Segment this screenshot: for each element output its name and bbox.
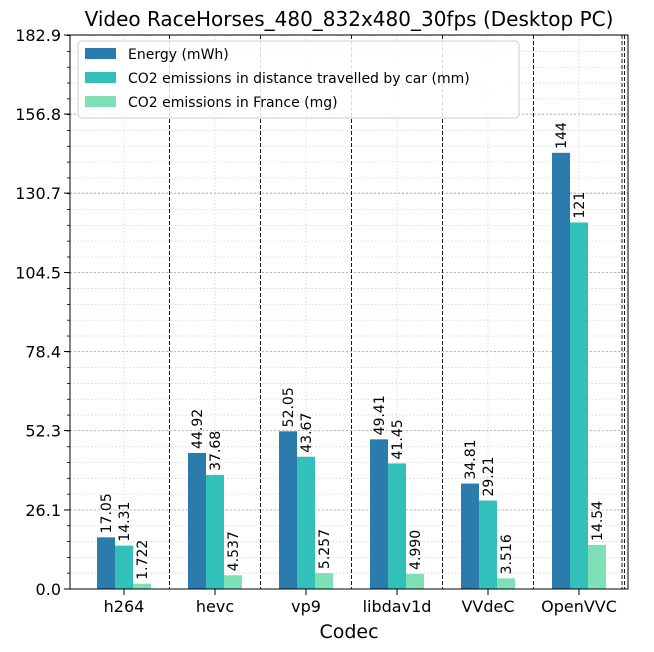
x-tick-label: VVdeC [461,597,514,616]
category-separators [169,35,625,589]
plot-frame [69,34,629,590]
bar [588,544,606,589]
bar [224,575,242,589]
legend: Energy (mWh) CO2 emissions in distance tr… [77,40,520,119]
data-label: 14.31 [117,502,133,542]
bar [115,545,133,589]
bar [206,474,224,589]
y-tick-label: 182.9 [15,26,61,45]
bar [370,439,388,589]
data-label: 29.21 [481,456,497,496]
data-label: 41.45 [390,419,406,459]
axes: 0.0 26.1 52.3 78.4 104.5 130.7 156.8 182.9 h264 h… [15,26,617,616]
data-labels: 17.05 44.92 52.05 49.41 34.81 144 14.31 37.68 43… [99,122,606,580]
legend-swatch [85,48,116,59]
bar [388,463,406,589]
y-tick-label: 78.4 [25,343,61,362]
bar [133,583,151,589]
legend-entry: Energy (mWh) [128,47,229,63]
x-axis-label: Codec [319,621,378,643]
legend-entry: CO2 emissions in distance travelled by c… [128,71,470,87]
data-label: 49.41 [372,395,388,435]
data-label: 5.257 [317,529,333,569]
y-tick-label: 130.7 [15,184,61,203]
bar [570,222,588,589]
data-label: 34.81 [463,439,479,479]
x-tick-label: hevc [196,597,234,616]
x-tick-label: vp9 [291,597,321,616]
data-label: 14.54 [590,501,606,541]
data-label: 1.722 [135,540,151,580]
bar [461,483,479,589]
bar [315,573,333,589]
bar [497,578,515,589]
bar [479,500,497,589]
data-label: 52.05 [281,387,297,427]
y-tick-label: 104.5 [15,263,61,282]
bar [552,152,570,590]
x-tick-label: libdav1d [363,597,432,616]
y-tick-label: 52.3 [25,422,61,441]
data-label: 44.92 [190,409,206,449]
legend-swatch [85,72,116,83]
bars [97,152,606,590]
data-label: 121 [572,192,588,219]
bar [188,452,206,589]
y-tick-label: 0.0 [36,580,61,599]
data-label: 3.516 [499,534,515,574]
data-label: 43.67 [299,413,315,453]
bar [297,456,315,589]
bar [406,573,424,589]
bar [97,537,115,589]
x-tick-label: OpenVVC [541,597,617,616]
legend-swatch [85,96,116,107]
x-tick-label: h264 [104,597,145,616]
legend-box [77,40,520,119]
data-label: 144 [554,122,570,149]
y-tick-label: 26.1 [25,501,61,520]
y-tick-label: 156.8 [15,105,61,124]
data-label: 4.537 [226,531,242,571]
bar [279,431,297,589]
data-label: 17.05 [99,493,115,533]
data-label: 37.68 [208,431,224,471]
chart-title: Video RaceHorses_480_832x480_30fps (Desk… [85,7,614,31]
data-label: 4.990 [408,530,424,570]
legend-entry: CO2 emissions in France (mg) [128,95,338,111]
